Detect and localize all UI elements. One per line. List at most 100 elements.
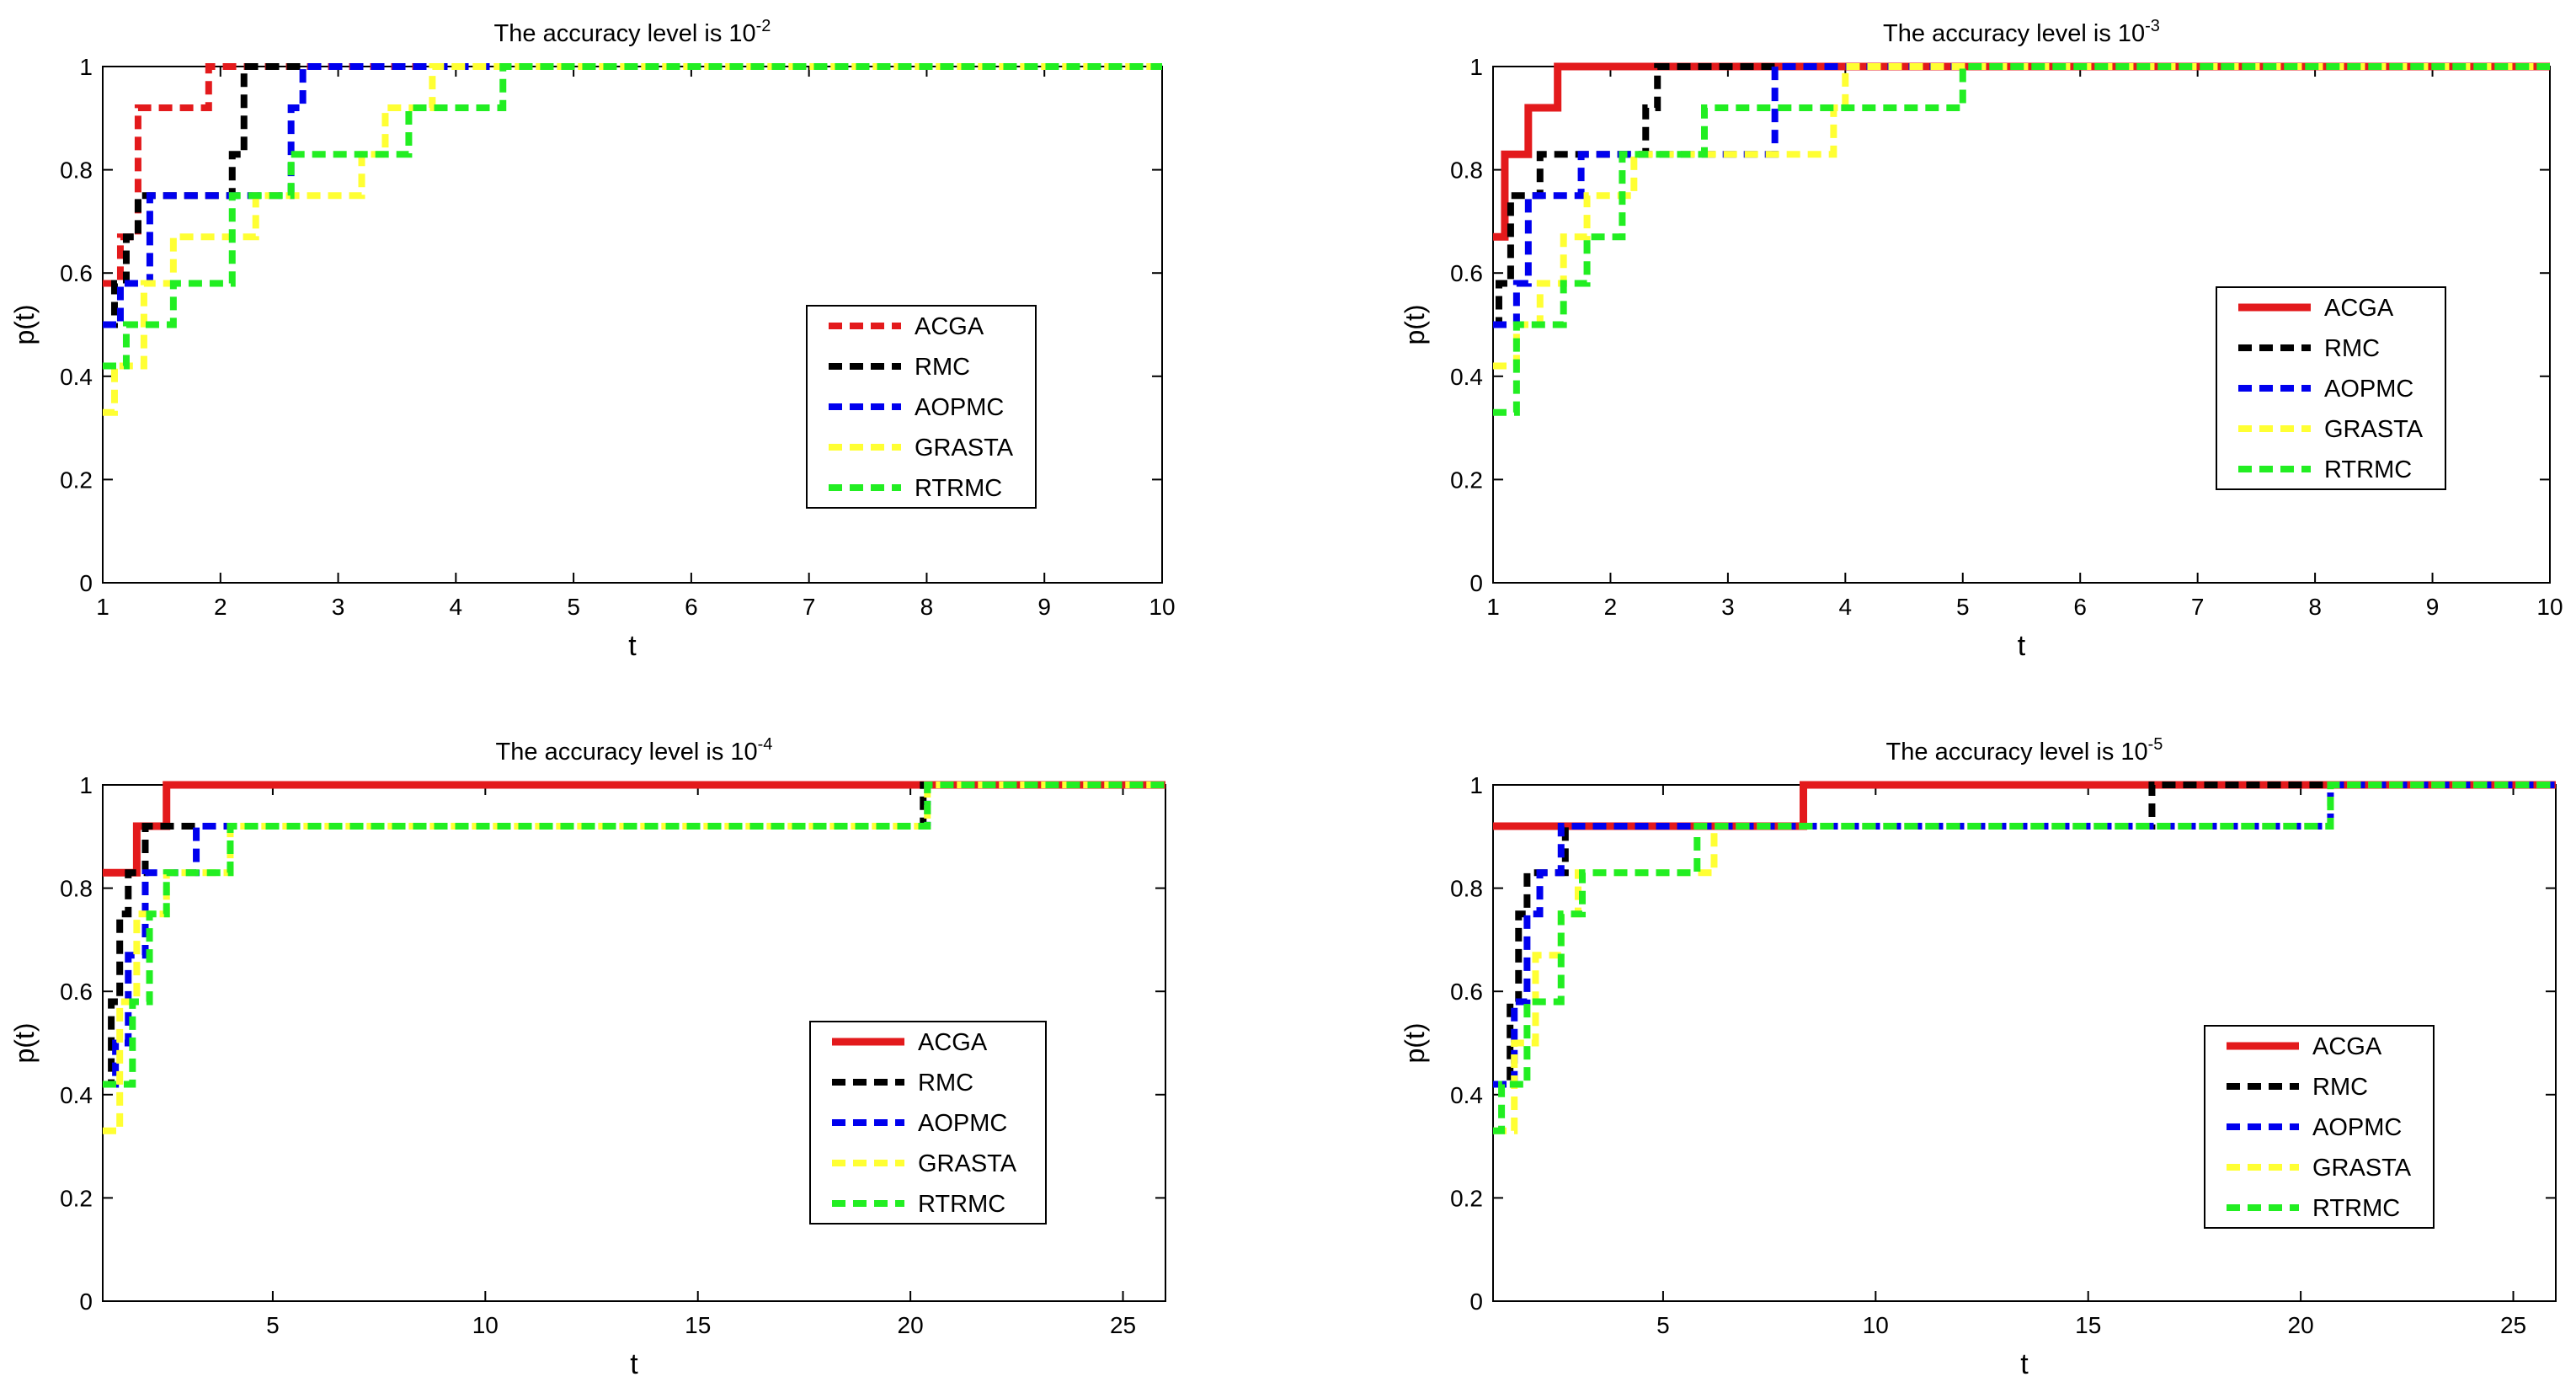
legend-entry-acga: ACGA xyxy=(915,313,984,340)
chart-panel-1: 0 0.2 0.4 0.6 0.8 1 1 2 3 4 5 6 7 8 9 10 The accuracy le… xyxy=(9,17,1176,662)
legend: ACGA RMC AOPMC GRASTA RTRMC xyxy=(806,305,1037,509)
x-tick-label: 7 xyxy=(2191,594,2205,620)
chart-title: The accuracy level is 10-5 xyxy=(1886,735,2163,766)
x-tick-label: 5 xyxy=(567,594,580,620)
series-line-rtrmc xyxy=(103,63,1162,370)
x-tick-label: 1 xyxy=(96,594,109,620)
legend-box xyxy=(809,1021,1047,1225)
series-line-rtrmc xyxy=(1493,63,2550,416)
y-tick-label: 0.2 xyxy=(60,1185,93,1211)
series-line-rtrmc xyxy=(1493,782,2556,1134)
series-line-grasta xyxy=(103,63,1162,416)
series-line-rmc xyxy=(1493,63,2550,328)
legend: ACGA RMC AOPMC GRASTA RTRMC xyxy=(2216,286,2446,490)
y-tick-label: 0.4 xyxy=(1450,364,1483,390)
legend-entry-rmc: RMC xyxy=(2324,335,2380,362)
y-tick-label: 0.8 xyxy=(60,157,93,184)
x-axis-label: t xyxy=(2018,630,2026,662)
legend: ACGA RMC AOPMC GRASTA RTRMC xyxy=(2204,1025,2435,1229)
legend-entry-rmc: RMC xyxy=(915,354,970,381)
y-tick-label: 0.8 xyxy=(1450,876,1483,902)
x-tick-label: 1 xyxy=(1486,594,1500,620)
legend-entry-aopmc: AOPMC xyxy=(2312,1114,2402,1141)
y-tick-label: 0 xyxy=(1469,1289,1483,1315)
y-tick-label: 0.4 xyxy=(60,1082,93,1108)
chart-title: The accuracy level is 10-3 xyxy=(1883,17,2160,47)
x-tick-label: 3 xyxy=(332,594,345,620)
y-axis-label: p(t) xyxy=(9,305,40,345)
y-tick-label: 1 xyxy=(79,54,93,80)
legend-box xyxy=(806,305,1037,509)
x-axis-label: t xyxy=(628,630,637,662)
y-tick-label: 0 xyxy=(79,570,93,596)
chart-panel-2: 0 0.2 0.4 0.6 0.8 1 1 2 3 4 5 6 7 8 9 10 The accuracy le… xyxy=(1400,17,2563,662)
legend-entry-grasta: GRASTA xyxy=(2312,1155,2412,1182)
x-tick-label: 8 xyxy=(920,594,934,620)
y-tick-label: 1 xyxy=(1469,772,1483,798)
legend-entry-grasta: GRASTA xyxy=(915,435,1014,462)
x-tick-label: 3 xyxy=(1721,594,1735,620)
legend-box xyxy=(2204,1025,2435,1229)
legend-entry-aopmc: AOPMC xyxy=(918,1110,1007,1137)
chart-title: The accuracy level is 10-4 xyxy=(496,735,773,766)
x-tick-label: 5 xyxy=(1656,1312,1670,1338)
legend-box xyxy=(2216,286,2446,490)
y-tick-label: 0.2 xyxy=(1450,1185,1483,1211)
legend-entry-rtrmc: RTRMC xyxy=(918,1191,1005,1218)
x-tick-label: 5 xyxy=(1956,594,1970,620)
y-tick-label: 0.4 xyxy=(1450,1082,1483,1108)
x-tick-label: 8 xyxy=(2308,594,2322,620)
y-tick-label: 0.2 xyxy=(60,467,93,493)
y-tick-label: 0.6 xyxy=(1450,260,1483,286)
x-tick-label: 7 xyxy=(803,594,816,620)
legend-entry-rtrmc: RTRMC xyxy=(2312,1195,2400,1222)
series-line-acga xyxy=(103,63,1162,287)
legend-entry-rtrmc: RTRMC xyxy=(915,475,1002,502)
legend-entry-grasta: GRASTA xyxy=(2324,416,2424,443)
x-tick-label: 10 xyxy=(2536,594,2563,620)
y-tick-label: 0.6 xyxy=(60,260,93,286)
x-tick-label: 20 xyxy=(898,1312,924,1338)
series-line-rmc xyxy=(103,63,1162,328)
legend: ACGA RMC AOPMC GRASTA RTRMC xyxy=(809,1021,1047,1225)
y-tick-label: 0.6 xyxy=(1450,979,1483,1005)
series-line-acga xyxy=(103,781,1165,877)
x-tick-label: 10 xyxy=(472,1312,499,1338)
legend-entry-acga: ACGA xyxy=(2312,1033,2382,1060)
y-axis-label: p(t) xyxy=(1400,1023,1430,1064)
y-tick-label: 1 xyxy=(79,772,93,798)
x-tick-label: 2 xyxy=(1604,594,1618,620)
y-axis-label: p(t) xyxy=(1400,305,1430,345)
x-tick-label: 9 xyxy=(1037,594,1051,620)
legend-entry-grasta: GRASTA xyxy=(918,1150,1017,1177)
x-tick-label: 15 xyxy=(2075,1312,2101,1338)
legend-entry-rmc: RMC xyxy=(2312,1074,2368,1101)
y-axis-label: p(t) xyxy=(9,1023,40,1064)
x-tick-label: 25 xyxy=(2500,1312,2526,1338)
chart-title-exponent: -5 xyxy=(2148,735,2163,754)
chart-title-exponent: -2 xyxy=(756,17,771,35)
x-tick-label: 20 xyxy=(2288,1312,2314,1338)
x-tick-label: 10 xyxy=(1149,594,1175,620)
y-tick-label: 0.4 xyxy=(60,364,93,390)
y-tick-label: 0.8 xyxy=(1450,157,1483,184)
y-tick-label: 0.2 xyxy=(1450,467,1483,493)
legend-entry-acga: ACGA xyxy=(918,1029,988,1056)
legend-entry-aopmc: AOPMC xyxy=(2324,376,2413,403)
series-line-rtrmc xyxy=(103,782,1165,1088)
chart-title: The accuracy level is 10-2 xyxy=(494,17,771,47)
y-tick-label: 1 xyxy=(1469,54,1483,80)
chart-title-exponent: -3 xyxy=(2145,17,2160,35)
x-tick-label: 4 xyxy=(450,594,463,620)
x-tick-label: 4 xyxy=(1839,594,1853,620)
x-tick-label: 5 xyxy=(266,1312,280,1338)
x-tick-label: 10 xyxy=(1863,1312,1889,1338)
legend-entry-rmc: RMC xyxy=(918,1070,973,1097)
x-tick-label: 6 xyxy=(685,594,698,620)
y-tick-label: 0.6 xyxy=(60,979,93,1005)
x-tick-label: 15 xyxy=(685,1312,711,1338)
y-tick-label: 0 xyxy=(1469,570,1483,596)
x-tick-label: 9 xyxy=(2426,594,2440,620)
